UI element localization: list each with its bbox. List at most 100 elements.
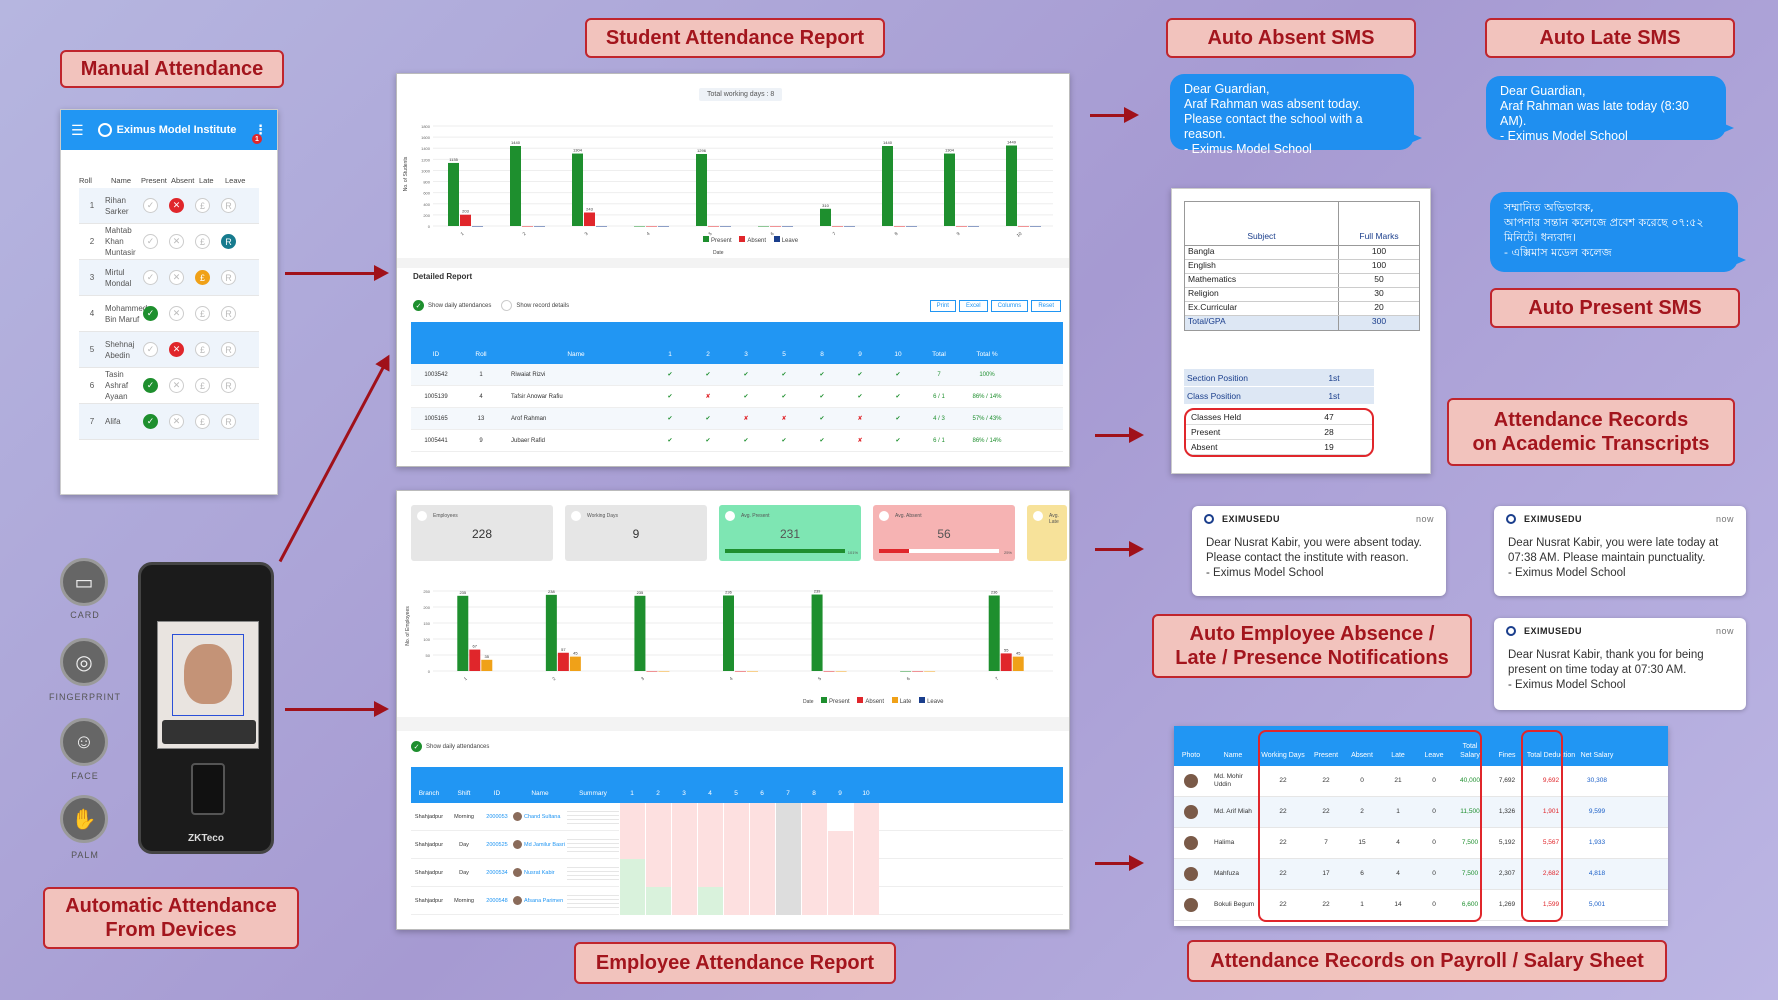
- employee-name[interactable]: Chand Sultana: [524, 813, 561, 820]
- emp-show-daily-toggle[interactable]: ✓ Show daily attendances: [411, 741, 489, 752]
- late-option[interactable]: £: [195, 414, 210, 429]
- column-header[interactable]: 5: [782, 351, 786, 358]
- column-header[interactable]: Absent: [1351, 752, 1373, 759]
- payroll-row: Md. Arif Miah 22 22 2 1 0 11,500 1,326 1,901 9,59…: [1174, 797, 1668, 828]
- late-option[interactable]: £: [195, 378, 210, 393]
- show-daily-toggle[interactable]: ✓ Show daily attendances Show record deta…: [413, 300, 569, 311]
- print-button[interactable]: Print: [929, 300, 956, 312]
- column-header[interactable]: Total Deduction: [1526, 752, 1576, 759]
- day-header[interactable]: 1: [630, 790, 634, 797]
- column-header[interactable]: ID: [432, 351, 440, 358]
- column-header[interactable]: 3: [744, 351, 748, 358]
- column-header[interactable]: Name: [531, 790, 549, 797]
- columns-button[interactable]: Columns: [990, 300, 1029, 312]
- present-option[interactable]: ✓: [143, 270, 158, 285]
- column-header[interactable]: Total: [932, 351, 946, 358]
- column-header[interactable]: Name: [567, 351, 585, 358]
- day-header[interactable]: 2: [656, 790, 660, 797]
- attendance-row: Present 28: [1186, 425, 1372, 440]
- absence-notification[interactable]: EXIMUSEDU now Dear Nusrat Kabir, you were…: [1192, 506, 1446, 596]
- day-cell: [827, 802, 853, 831]
- day-cell: [749, 858, 775, 887]
- detailed-report-title: Detailed Report: [413, 272, 473, 281]
- absent-option[interactable]: ✕: [169, 234, 184, 249]
- day-header[interactable]: 6: [760, 790, 764, 797]
- absent-option[interactable]: ✕: [169, 270, 184, 285]
- excel-button[interactable]: Excel: [958, 300, 988, 312]
- present-mark: ✔: [705, 416, 711, 422]
- leave-option[interactable]: R: [221, 234, 236, 249]
- leave-option[interactable]: R: [221, 414, 236, 429]
- column-header[interactable]: Present: [1313, 752, 1339, 759]
- bar-value-label: 1449: [1007, 140, 1017, 145]
- day-header[interactable]: 4: [708, 790, 712, 797]
- reset-button[interactable]: Reset: [1031, 300, 1061, 312]
- late-option[interactable]: £: [195, 306, 210, 321]
- id-cell: 2000053: [486, 813, 508, 820]
- column-header[interactable]: Total %: [976, 351, 998, 358]
- column-header[interactable]: Fines: [1498, 752, 1516, 759]
- absent-option[interactable]: ✕: [169, 198, 184, 213]
- column-header[interactable]: Shift: [457, 790, 471, 797]
- late-notification[interactable]: EXIMUSEDU now Dear Nusrat Kabir, you were…: [1494, 506, 1746, 596]
- column-header[interactable]: 2: [706, 351, 710, 358]
- column-header[interactable]: Summary: [579, 790, 607, 797]
- column-header[interactable]: 8: [820, 351, 824, 358]
- payroll-cell: 0: [1432, 808, 1436, 815]
- present-option[interactable]: ✓: [143, 198, 158, 213]
- leave-option[interactable]: R: [221, 378, 236, 393]
- notif-text: Dear Nusrat Kabir, thank you for being p…: [1508, 649, 1704, 691]
- column-header[interactable]: 10: [894, 351, 902, 358]
- column-header[interactable]: Late: [1391, 752, 1405, 759]
- column-header[interactable]: Leave: [1424, 752, 1444, 759]
- day-header[interactable]: 7: [786, 790, 790, 797]
- leave-option[interactable]: R: [221, 270, 236, 285]
- column-header[interactable]: Name: [1223, 752, 1243, 759]
- late-option[interactable]: £: [195, 234, 210, 249]
- present-option[interactable]: ✓: [143, 378, 158, 393]
- employee-name[interactable]: Md Jamilur Basri: [524, 841, 565, 848]
- column-header[interactable]: 1: [668, 351, 672, 358]
- column-header[interactable]: Roll: [475, 351, 487, 358]
- day-header[interactable]: 3: [682, 790, 686, 797]
- roll-cell: 4: [89, 309, 95, 318]
- absent-option[interactable]: ✕: [169, 342, 184, 357]
- presence-notification[interactable]: EXIMUSEDU now Dear Nusrat Kabir, thank yo…: [1494, 618, 1746, 710]
- day-header[interactable]: 8: [812, 790, 816, 797]
- absent-option[interactable]: ✕: [169, 306, 184, 321]
- y-tick-label: 0: [428, 224, 431, 229]
- late-option[interactable]: £: [195, 198, 210, 213]
- day-header[interactable]: 9: [838, 790, 842, 797]
- x-axis-label: Date: [803, 699, 814, 705]
- present-option[interactable]: ✓: [143, 342, 158, 357]
- column-header[interactable]: 9: [858, 351, 862, 358]
- column-header[interactable]: Photo: [1181, 752, 1201, 759]
- column-header[interactable]: Working Days: [1261, 752, 1305, 759]
- hamburger-icon[interactable]: ☰: [71, 121, 84, 138]
- leave-option[interactable]: R: [221, 198, 236, 213]
- day-header[interactable]: 10: [862, 790, 870, 797]
- present-option[interactable]: ✓: [143, 414, 158, 429]
- present-option[interactable]: ✓: [143, 306, 158, 321]
- payroll-cell: 4,818: [1588, 870, 1606, 877]
- kebab-menu-icon[interactable]: ⋮ 1: [252, 122, 267, 144]
- bar-present: [545, 594, 557, 671]
- column-header[interactable]: Total Salary: [1460, 743, 1480, 759]
- section-divider: [397, 258, 1069, 268]
- leave-option[interactable]: R: [221, 342, 236, 357]
- day-header[interactable]: 5: [734, 790, 738, 797]
- absent-option[interactable]: ✕: [169, 414, 184, 429]
- present-option[interactable]: ✓: [143, 234, 158, 249]
- employee-name[interactable]: Nusrat Kabir: [524, 869, 555, 876]
- employee-name[interactable]: Afsana Parimen: [524, 897, 564, 904]
- late-option[interactable]: £: [195, 270, 210, 285]
- late-option[interactable]: £: [195, 342, 210, 357]
- name-cell: Nusrat Kabir: [513, 868, 567, 877]
- column-header[interactable]: Net Salary: [1580, 752, 1614, 759]
- absent-option[interactable]: ✕: [169, 378, 184, 393]
- leave-option[interactable]: R: [221, 306, 236, 321]
- col-late: Late: [199, 175, 214, 185]
- column-header[interactable]: ID: [493, 790, 501, 797]
- photo-cell: [1174, 836, 1208, 850]
- column-header[interactable]: Branch: [418, 790, 440, 797]
